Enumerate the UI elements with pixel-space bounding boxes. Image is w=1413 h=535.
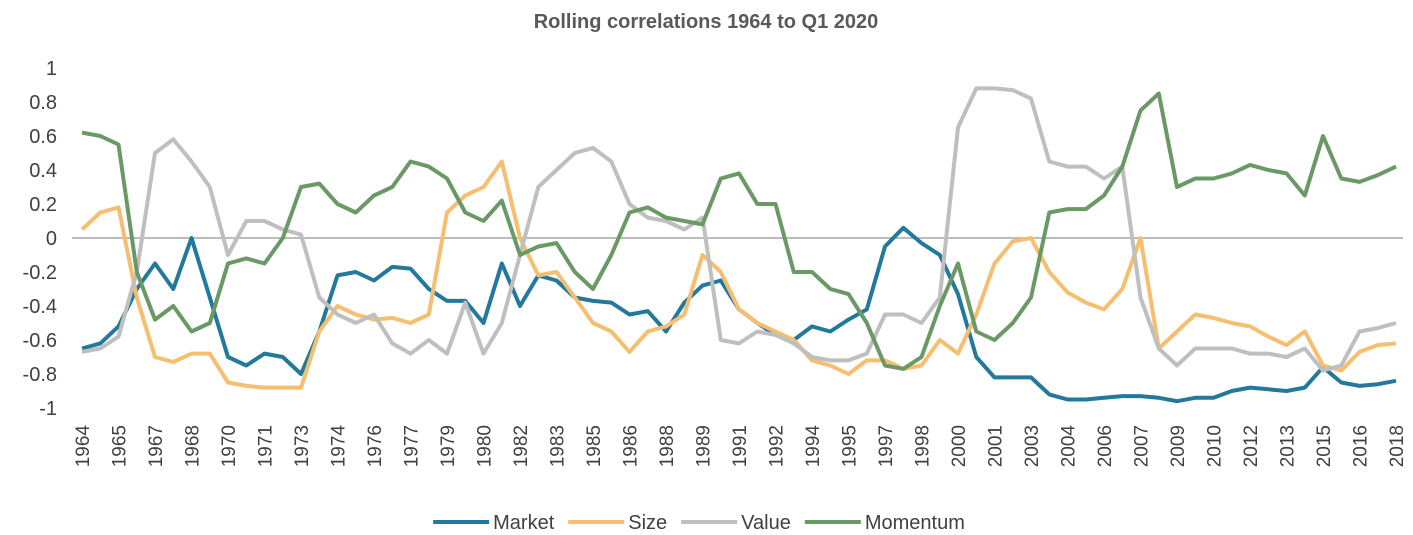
y-tick-label: 0.4 <box>29 160 57 182</box>
x-tick-label: 2004 <box>1059 425 1080 468</box>
y-tick-label: -0.6 <box>23 330 57 352</box>
series-line <box>81 86 1397 373</box>
legend-label: Value <box>741 512 791 534</box>
x-tick-label: 1971 <box>256 425 277 467</box>
chart-title: Rolling correlations 1964 to Q1 2020 <box>534 11 879 33</box>
x-tick-label: 1970 <box>219 425 240 467</box>
x-tick-label: 2012 <box>1241 425 1262 467</box>
x-tick-label: 1968 <box>183 425 204 467</box>
x-tick-label: 2013 <box>1278 425 1299 467</box>
x-tick-label: 1973 <box>292 425 313 467</box>
x-tick-label: 2003 <box>1022 425 1043 467</box>
x-tick-label: 1980 <box>475 425 496 467</box>
x-tick-label: 1988 <box>657 425 678 467</box>
x-tick-label: 2016 <box>1351 425 1372 467</box>
x-tick-label: 1982 <box>511 425 532 467</box>
y-tick-label: -0.2 <box>23 262 57 284</box>
x-tick-label: 2018 <box>1387 425 1408 467</box>
x-tick-label: 2000 <box>949 425 970 467</box>
y-tick-label: -0.8 <box>23 364 57 386</box>
y-tick-label: 0.6 <box>29 126 57 148</box>
legend-label: Size <box>628 512 667 534</box>
x-tick-label: 2001 <box>986 425 1007 467</box>
y-tick-label: 0.2 <box>29 194 57 216</box>
y-tick-label: -0.4 <box>23 296 57 318</box>
x-tick-label: 2010 <box>1205 425 1226 467</box>
legend-label: Momentum <box>865 512 965 534</box>
x-tick-label: 1967 <box>146 425 167 467</box>
x-tick-label: 1983 <box>548 425 569 467</box>
y-tick-label: 1 <box>46 58 57 80</box>
x-tick-label: 2015 <box>1314 425 1335 467</box>
x-tick-label: 1989 <box>694 425 715 467</box>
x-tick-label: 1994 <box>803 425 824 468</box>
x-tick-label: 1976 <box>365 425 386 467</box>
x-tick-label: 1964 <box>73 425 94 468</box>
series-line <box>81 91 1397 371</box>
x-tick-label: 1991 <box>730 425 751 467</box>
y-tick-label: 0 <box>46 228 57 250</box>
x-tick-label: 1992 <box>767 425 788 467</box>
x-tick-label: 1965 <box>110 425 131 467</box>
x-tick-label: 2007 <box>1132 425 1153 467</box>
x-tick-label: 1998 <box>913 425 934 467</box>
x-tick-label: 1979 <box>438 425 459 467</box>
legend-label: Market <box>493 512 555 534</box>
x-tick-label: 1995 <box>840 425 861 467</box>
x-tick-label: 2006 <box>1095 425 1116 467</box>
x-tick-label: 1977 <box>402 425 423 467</box>
y-tick-label: 0.8 <box>29 92 57 114</box>
x-tick-label: 1974 <box>329 425 350 468</box>
x-tick-label: 1985 <box>584 425 605 467</box>
x-tick-label: 2009 <box>1168 425 1189 467</box>
x-tick-label: 1997 <box>876 425 897 467</box>
x-tick-label: 1986 <box>621 425 642 467</box>
series-line <box>80 159 1397 390</box>
y-tick-label: -1 <box>39 398 57 420</box>
